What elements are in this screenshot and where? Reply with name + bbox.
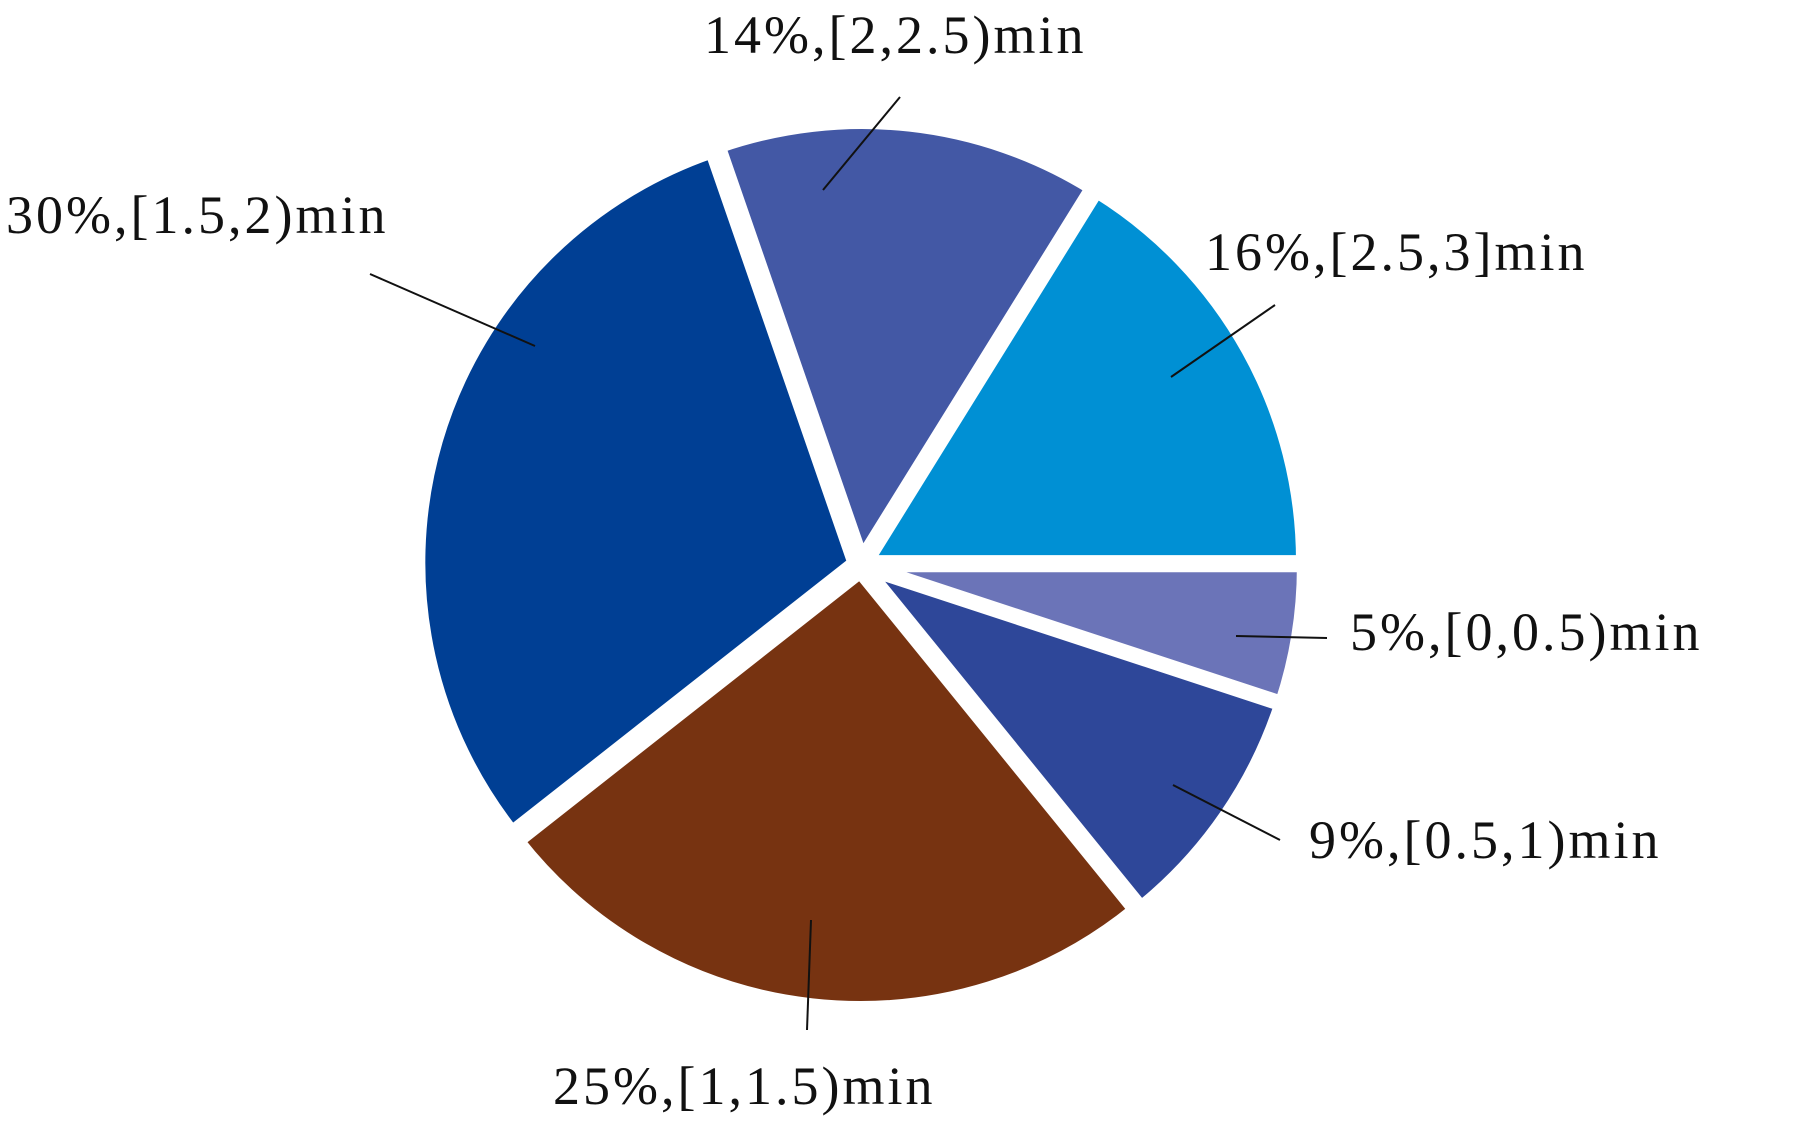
data-label: 16%,[2.5,3]min [1205, 222, 1587, 282]
data-label: 9%,[0.5,1)min [1309, 810, 1661, 870]
label-separator: , [114, 185, 131, 245]
leader-line [806, 919, 812, 1031]
pie-slice [510, 564, 1143, 1013]
category-label: [2.5,3]min [1329, 222, 1587, 282]
leader-line [369, 273, 536, 347]
pie-slice [850, 557, 1288, 915]
leader-line [1172, 784, 1281, 841]
data-label: 30%,[1.5,2)min [6, 185, 388, 245]
label-separator: , [661, 1056, 678, 1116]
value-label: 30% [6, 185, 114, 245]
data-label: 25%,[1,1.5)min [553, 1056, 935, 1116]
pie-slice [712, 117, 1099, 571]
category-label: [1.5,2)min [130, 185, 388, 245]
label-separator: , [1428, 602, 1445, 662]
category-label: [0.5,1)min [1403, 810, 1661, 870]
label-separator: , [1387, 810, 1404, 870]
pie-slice [857, 184, 1308, 568]
label-separator: , [812, 5, 829, 65]
value-label: 16% [1205, 222, 1313, 282]
pie-slice [413, 144, 861, 840]
value-label: 5% [1350, 602, 1428, 662]
value-label: 25% [553, 1056, 661, 1116]
value-label: 14% [704, 5, 812, 65]
label-separator: , [1313, 222, 1330, 282]
pie [413, 117, 1309, 1013]
category-label: [0,0.5)min [1444, 602, 1702, 662]
leader-line [822, 96, 901, 191]
value-label: 9% [1309, 810, 1387, 870]
data-label: 14%,[2,2.5)min [704, 5, 1086, 65]
leader-line [1170, 304, 1276, 378]
data-label: 5%,[0,0.5)min [1350, 602, 1702, 662]
category-label: [2,2.5)min [828, 5, 1086, 65]
leader-line [1235, 635, 1328, 639]
category-label: [1,1.5)min [677, 1056, 935, 1116]
